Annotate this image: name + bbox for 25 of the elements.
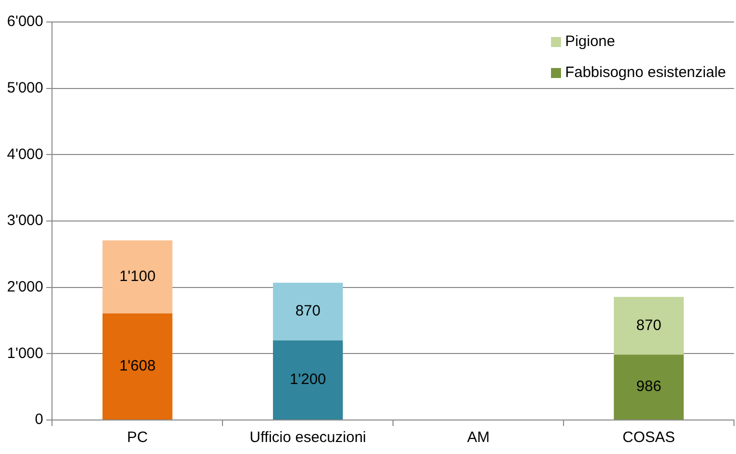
bar xyxy=(272,340,343,420)
bar xyxy=(102,313,172,420)
y-tick-label: 6'000 xyxy=(7,13,44,30)
bar xyxy=(614,354,684,420)
bar xyxy=(614,296,684,355)
x-tick-label: Ufficio esecuzioni xyxy=(250,429,366,446)
bar xyxy=(272,282,343,340)
y-tick-label: 4'000 xyxy=(7,146,44,163)
y-tick-label: 5'000 xyxy=(7,79,44,96)
bar xyxy=(102,240,172,314)
data-label: 870 xyxy=(295,302,320,320)
y-tick-label: 2'000 xyxy=(7,278,44,296)
y-tick-label: 0 xyxy=(34,411,44,428)
legend-label: Fabbisogno esistenziale xyxy=(565,63,726,83)
x-tick-label: PC xyxy=(127,429,148,446)
data-label: 1'200 xyxy=(290,371,326,388)
x-tick-label: COSAS xyxy=(622,429,676,446)
data-label: 1'100 xyxy=(119,268,156,285)
x-tick-label: AM xyxy=(467,429,490,446)
data-label: 986 xyxy=(636,378,662,396)
data-label: 1'608 xyxy=(119,358,156,375)
y-tick-label: 3'000 xyxy=(7,212,44,230)
data-label: 870 xyxy=(636,316,662,334)
y-tick-label: 1'000 xyxy=(7,344,44,362)
legend-label: Pigione xyxy=(565,32,616,52)
